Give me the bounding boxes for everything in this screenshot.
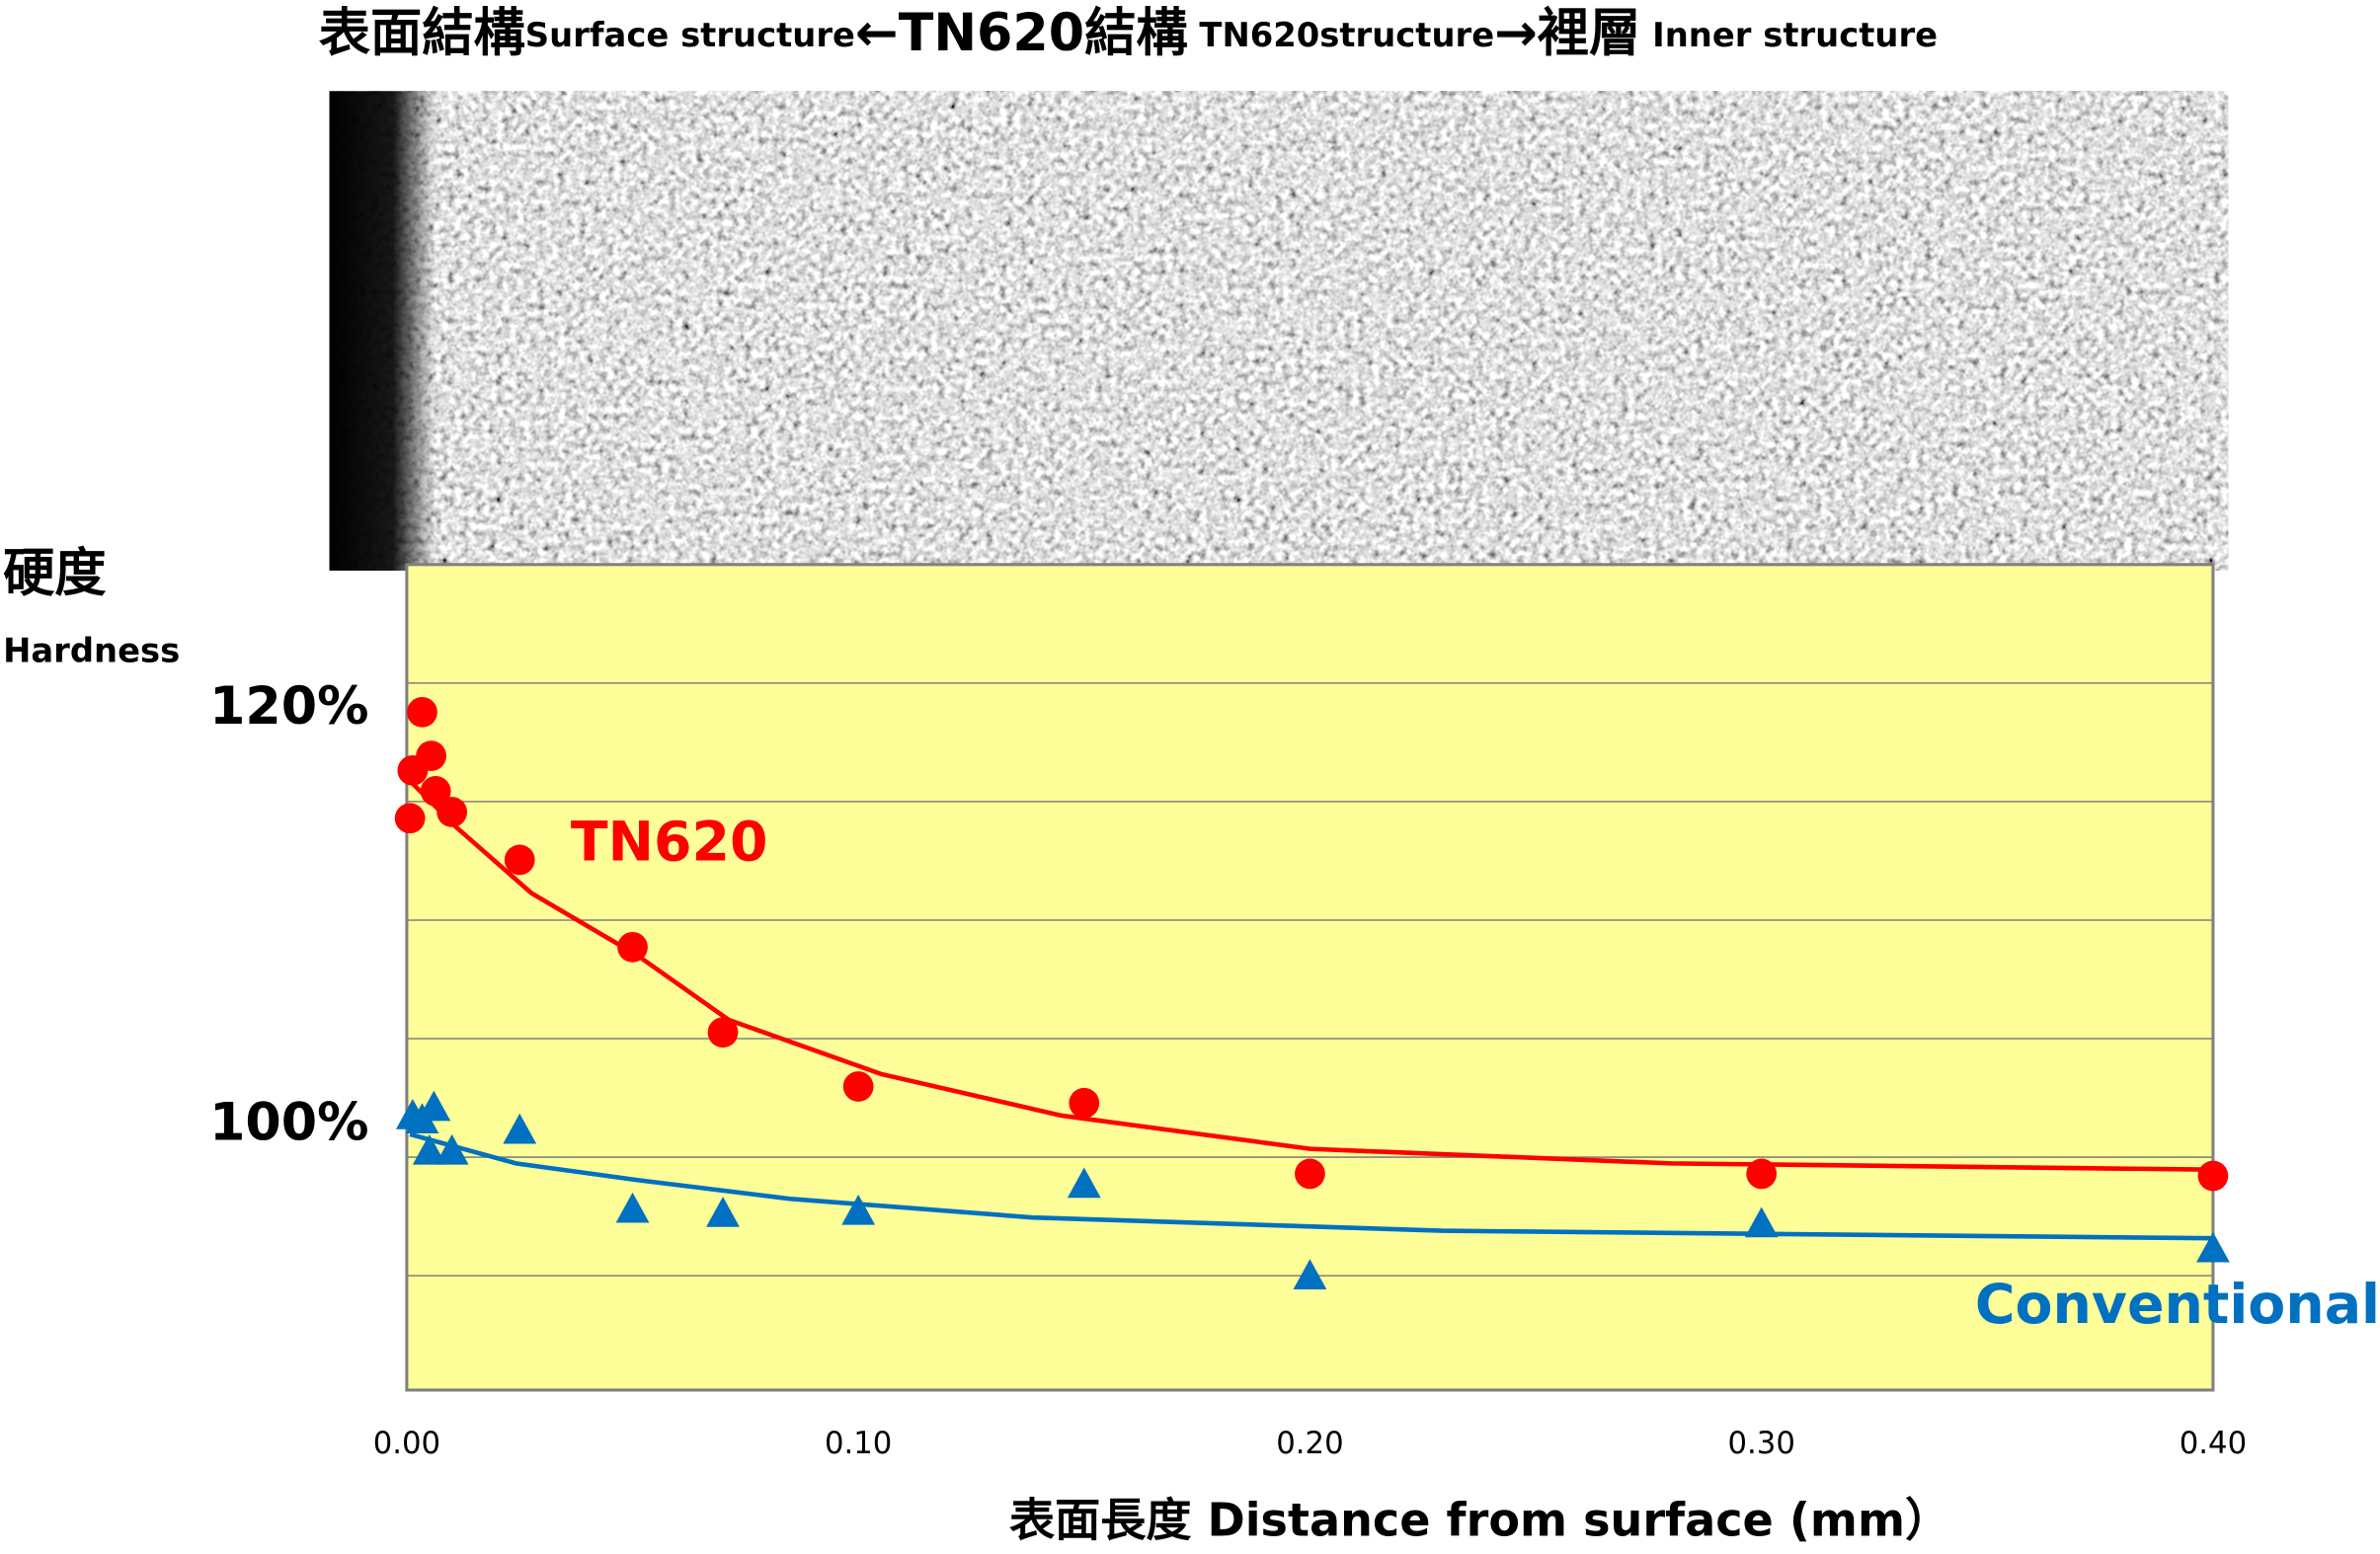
point: [1293, 1259, 1327, 1289]
chart-title: 表面結構Surface structure←TN620結構 TN620struc…: [319, 4, 1938, 63]
point: [436, 797, 468, 827]
point: [1295, 1158, 1325, 1190]
point: [706, 1197, 740, 1227]
y-axis-label-en: Hardness: [3, 631, 180, 669]
point: [416, 740, 446, 771]
title-part: →: [1494, 4, 1538, 63]
point: [2196, 1231, 2230, 1263]
title-part: 裡層: [1538, 4, 1641, 63]
point: [707, 1017, 739, 1049]
x-tick-label: 0.30: [1727, 1426, 1794, 1461]
point: [1069, 1087, 1100, 1119]
point: [615, 1192, 650, 1223]
point: [617, 931, 648, 963]
title-part: Inner structure: [1640, 15, 1938, 53]
point: [394, 803, 426, 834]
point: [417, 1090, 451, 1122]
x-axis-label: 表面長度 Distance from surface (mm）: [1009, 1494, 1950, 1547]
point: [841, 1194, 876, 1225]
point: [2197, 1160, 2229, 1192]
x-tick-label: 0.20: [1276, 1426, 1343, 1461]
title-part: ←: [855, 4, 899, 63]
point: [420, 776, 451, 807]
point: [435, 1133, 469, 1165]
point: [842, 1071, 874, 1102]
y-tick-label: 120%: [209, 677, 368, 737]
micrograph: [329, 91, 2229, 571]
point: [1744, 1206, 1779, 1238]
point: [1067, 1167, 1101, 1199]
y-axis-label: 硬度: [3, 544, 107, 603]
title-part: 表面結構: [319, 4, 525, 63]
y-tick-label: 100%: [209, 1093, 368, 1152]
plot-area: [405, 563, 2215, 1392]
point: [407, 696, 437, 728]
point: [412, 1133, 446, 1165]
point: [504, 844, 535, 876]
x-tick-label: 0.00: [373, 1426, 440, 1461]
point: [1746, 1158, 1778, 1190]
fit-line: [409, 1131, 2213, 1241]
fit-line: [408, 779, 2213, 1173]
title-part: TN620結構: [899, 4, 1188, 63]
title-part: Surface structure: [525, 15, 855, 53]
point: [503, 1113, 537, 1144]
title-part: TN620structure: [1188, 15, 1495, 53]
x-tick-label: 0.40: [2180, 1426, 2247, 1461]
series-label: Conventional: [1975, 1274, 2380, 1337]
x-tick-label: 0.10: [825, 1426, 892, 1461]
series-label: TN620: [571, 811, 768, 874]
